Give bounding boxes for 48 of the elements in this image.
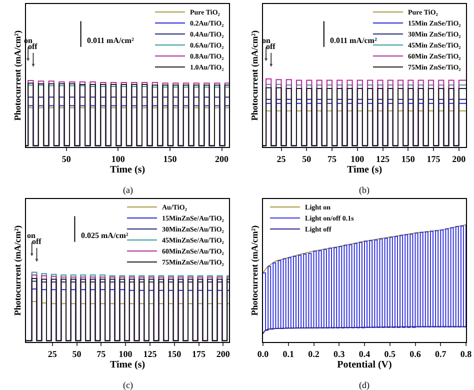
x-tick-label: 0.2 xyxy=(308,348,320,359)
x-tick-label: 125 xyxy=(376,154,390,164)
x-tick-label: 50 xyxy=(302,154,312,164)
text: (d) xyxy=(359,380,370,390)
x-tick-label: 0.1 xyxy=(282,348,295,359)
text: on xyxy=(27,231,36,240)
x-tick-label: 150 xyxy=(401,154,416,164)
y-axis-title: Photocurrent (mA/cm²) xyxy=(249,225,260,316)
x-axis-title: Time (s) xyxy=(110,359,146,370)
text: (c) xyxy=(123,380,133,390)
x-tick-label: 75 xyxy=(328,154,338,164)
x-axis-title: Time (s) xyxy=(110,164,146,176)
x-tick-label: 175 xyxy=(192,348,206,359)
text: off xyxy=(28,42,38,51)
x-tick-label: 50 xyxy=(72,348,82,359)
x-tick-label: 100 xyxy=(118,348,133,359)
x-tick-label: 0.4 xyxy=(358,348,371,359)
text: (b) xyxy=(359,185,370,195)
text: off xyxy=(32,237,42,246)
x-tick-label: 0.6 xyxy=(410,348,422,359)
x-axis-title: Potential (V) xyxy=(337,359,392,370)
text: 0.025 mA/cm² xyxy=(81,231,129,240)
x-tick-label: 150 xyxy=(168,348,182,359)
x-tick-label: 0.0 xyxy=(257,348,270,359)
x-tick-label: 200 xyxy=(216,348,230,359)
y-axis-title: Photocurrent (mA/cm²) xyxy=(12,30,22,121)
x-tick-label: 75 xyxy=(96,348,106,359)
x-tick-label: 0.8 xyxy=(460,348,472,359)
text: 0.011 mA/cm² xyxy=(87,36,134,45)
x-tick-label: 200 xyxy=(452,154,466,164)
text: 0.011 mA/cm² xyxy=(330,36,378,45)
x-tick-label: 125 xyxy=(143,348,158,359)
x-tick-label: 50 xyxy=(62,154,72,164)
x-tick-label: 25 xyxy=(48,348,58,359)
x-tick-label: 150 xyxy=(163,154,178,164)
x-axis-title: Time (s) xyxy=(346,164,382,176)
x-tick-label: 100 xyxy=(111,154,126,164)
y-axis-title: Photocurrent (mA/cm²) xyxy=(249,30,260,121)
x-tick-label: 25 xyxy=(276,154,286,164)
x-tick-label: 0.7 xyxy=(435,348,447,359)
x-tick-label: 200 xyxy=(215,154,229,164)
x-tick-label: 0.3 xyxy=(334,348,346,359)
x-tick-label: 100 xyxy=(350,154,365,164)
text: off xyxy=(266,42,276,51)
text: (a) xyxy=(123,185,133,195)
y-axis-title: Photocurrent (mA/cm²) xyxy=(12,225,22,316)
x-tick-label: 0.5 xyxy=(384,348,396,359)
x-tick-label: 175 xyxy=(426,154,441,164)
